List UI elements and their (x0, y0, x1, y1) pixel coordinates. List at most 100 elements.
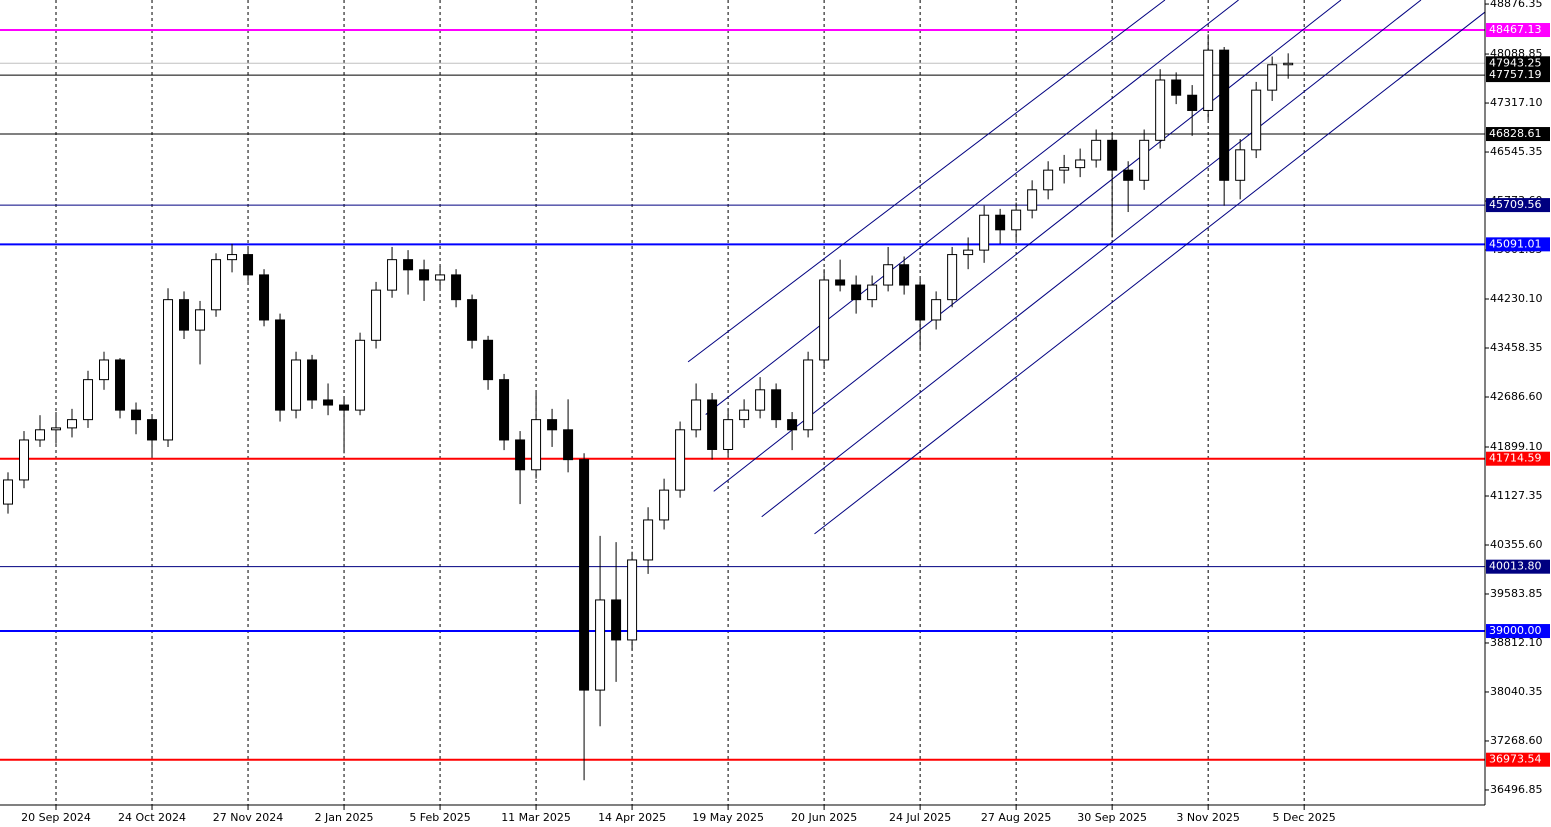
candle-body (1171, 79, 1182, 96)
candle-body (1251, 89, 1262, 151)
candle-body (211, 259, 222, 311)
candle-body (1267, 64, 1278, 91)
x-tick-label: 5 Dec 2025 (1273, 811, 1336, 824)
candle-body (483, 339, 494, 381)
last-price-label: 47943.25 (1489, 56, 1542, 69)
candle-body (147, 419, 158, 441)
candle-body (947, 254, 958, 301)
y-tick-label: 41127.35 (1490, 489, 1543, 502)
x-tick-label: 20 Sep 2024 (21, 811, 91, 824)
y-tick-label: 38812.10 (1490, 636, 1543, 649)
last-price-box (1486, 56, 1550, 71)
candle-body (707, 399, 718, 450)
level-label: 40013.80 (1489, 560, 1542, 573)
candle-body (179, 299, 190, 331)
candle-body (323, 399, 334, 406)
candle-body (995, 214, 1006, 231)
candle-body (771, 389, 782, 421)
candle-body (131, 409, 142, 421)
trend-line (687, 0, 1166, 363)
candle-body (51, 427, 62, 431)
y-tick-label: 42686.60 (1490, 390, 1543, 403)
candle-body (163, 299, 174, 441)
candle-body (243, 254, 254, 276)
level-label: 39000.00 (1489, 624, 1542, 637)
candle-body (419, 269, 430, 281)
candle-body (579, 459, 590, 691)
x-tick-label: 24 Oct 2024 (118, 811, 186, 824)
candle-body (723, 419, 734, 450)
candle-body (355, 339, 366, 411)
level-label-box (1486, 451, 1550, 466)
candle-body (451, 274, 462, 301)
candle-body (611, 599, 622, 641)
candle-body (435, 274, 446, 281)
x-tick-label: 3 Nov 2025 (1176, 811, 1239, 824)
candle-body (83, 379, 94, 421)
candle-body (1075, 159, 1086, 169)
level-label-box (1486, 559, 1550, 574)
candle-body (819, 279, 830, 361)
candle-body (3, 479, 14, 505)
candle-body (1059, 167, 1070, 171)
candle-body (35, 429, 46, 441)
x-tick-label: 24 Jul 2025 (889, 811, 951, 824)
candle-body (595, 599, 606, 691)
candle-body (467, 299, 478, 341)
x-tick-label: 11 Mar 2025 (501, 811, 571, 824)
candle-body (19, 439, 30, 481)
candle-body (1107, 139, 1118, 171)
candle-body (627, 559, 638, 641)
candle-body (915, 284, 926, 321)
trend-line (761, 0, 1422, 518)
candle-body (963, 249, 974, 256)
level-label-box (1486, 624, 1550, 639)
candle-body (1139, 139, 1150, 181)
candle-body (291, 359, 302, 411)
y-tick-label: 41899.10 (1490, 440, 1543, 453)
x-tick-label: 19 May 2025 (692, 811, 764, 824)
level-label-box (1486, 752, 1550, 767)
x-tick-label: 20 Jun 2025 (791, 811, 857, 824)
candle-body (1155, 79, 1166, 141)
candle-body (195, 309, 206, 331)
candle-body (1123, 169, 1134, 181)
level-label: 45709.56 (1489, 198, 1542, 211)
candle-body (1091, 139, 1102, 161)
candle-body (755, 389, 766, 411)
trend-line (713, 0, 1342, 492)
candle-body (835, 279, 846, 286)
level-label-box (1486, 198, 1550, 213)
candle-body (1219, 49, 1230, 181)
candle-body (67, 419, 78, 429)
candle-body (979, 214, 990, 251)
level-label: 47757.19 (1489, 68, 1542, 81)
y-tick-label: 38040.35 (1490, 685, 1543, 698)
candle-body (803, 359, 814, 431)
candle-body (515, 439, 526, 471)
level-label-box (1486, 23, 1550, 38)
candle-body (931, 299, 942, 321)
candle-body (563, 429, 574, 461)
candle-body (547, 419, 558, 431)
x-tick-label: 14 Apr 2025 (598, 811, 666, 824)
y-tick-label: 37268.60 (1490, 734, 1543, 747)
candle-body (899, 264, 910, 286)
candle-body (851, 284, 862, 301)
candle-body (883, 264, 894, 286)
candle-body (387, 259, 398, 291)
level-label-box (1486, 237, 1550, 252)
candle-body (1043, 169, 1054, 191)
x-tick-label: 27 Nov 2024 (213, 811, 283, 824)
trend-line (814, 11, 1486, 535)
candle-body (1235, 149, 1246, 181)
candle-body (115, 359, 126, 411)
candle-body (499, 379, 510, 441)
x-tick-label: 30 Sep 2025 (1077, 811, 1147, 824)
level-label: 45091.01 (1489, 237, 1542, 250)
candle-body (867, 284, 878, 301)
candle-body (1283, 62, 1294, 66)
candle-body (691, 399, 702, 431)
candle-body (1027, 189, 1038, 211)
candle-body (275, 319, 286, 411)
